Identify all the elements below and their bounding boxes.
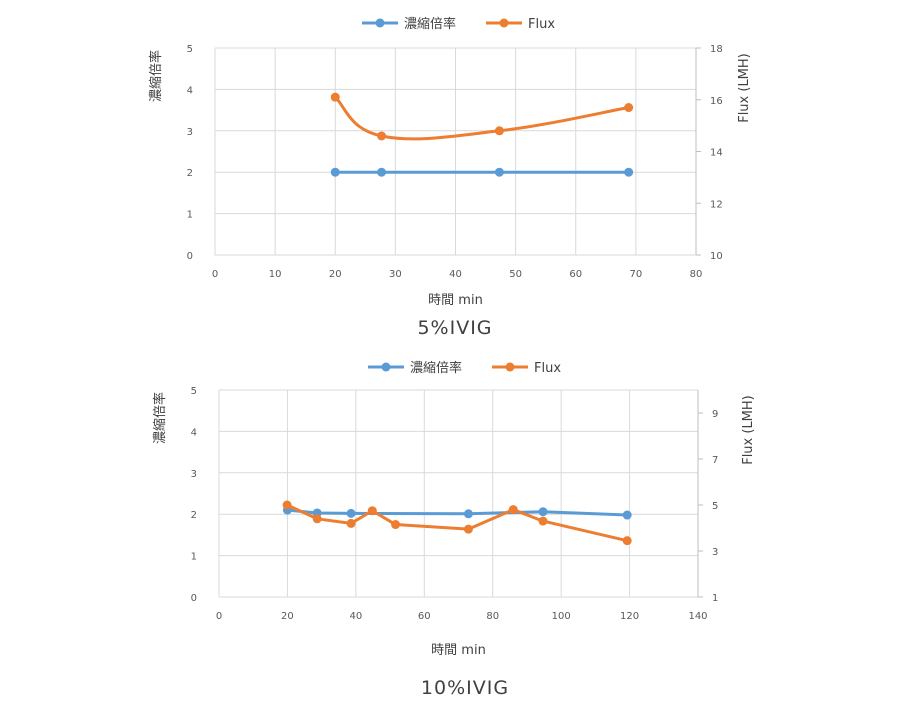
series-line: [285, 503, 629, 543]
y-right-tick-label: 14: [710, 148, 723, 159]
legend-label: Flux: [528, 17, 555, 32]
x-tick-label: 60: [569, 269, 582, 280]
data-point: [538, 516, 548, 526]
data-point: [367, 506, 377, 516]
y-left-tick-label: 4: [187, 85, 193, 96]
legend-marker: [375, 18, 385, 28]
y-right-tick-label: 1: [712, 593, 718, 604]
y-right-tick-label: 7: [712, 455, 718, 466]
x-tick-label: 140: [688, 611, 707, 622]
data-point: [391, 520, 401, 530]
data-point: [377, 167, 387, 177]
data-point: [494, 126, 504, 136]
data-point: [622, 536, 632, 546]
x-tick-label: 30: [389, 269, 402, 280]
x-tick-label: 80: [486, 611, 499, 622]
x-tick-label: 0: [212, 269, 218, 280]
x-tick-label: 80: [690, 269, 703, 280]
legend-label: 濃縮倍率: [410, 360, 462, 376]
y-right-axis-title: Flux (LMH): [737, 53, 752, 123]
data-point: [330, 92, 340, 102]
y-left-tick-label: 3: [191, 469, 197, 480]
y-left-tick-label: 0: [191, 593, 197, 604]
y-left-axis-title: 濃縮倍率: [152, 392, 168, 444]
y-left-tick-label: 2: [191, 510, 197, 521]
data-point: [463, 524, 473, 534]
x-tick-label: 40: [449, 269, 462, 280]
y-right-axis-title: Flux (LMH): [741, 395, 756, 465]
y-left-tick-label: 3: [187, 127, 193, 138]
legend-label: 濃縮倍率: [404, 16, 456, 32]
y-right-tick-label: 5: [712, 501, 718, 512]
series-line: [285, 508, 629, 517]
y-right-tick-label: 18: [710, 44, 723, 55]
y-right-tick-label: 9: [712, 409, 718, 420]
chart-caption: 5%IVIG: [417, 317, 492, 339]
x-tick-label: 100: [552, 611, 571, 622]
y-right-tick-label: 16: [710, 96, 723, 107]
data-point: [377, 131, 387, 141]
y-left-tick-label: 5: [191, 386, 197, 397]
x-tick-label: 20: [329, 269, 342, 280]
data-point: [282, 500, 292, 510]
x-tick-label: 60: [418, 611, 431, 622]
y-left-tick-label: 1: [187, 210, 193, 221]
legend-marker: [499, 18, 509, 28]
x-tick-label: 0: [216, 611, 222, 622]
data-point: [508, 505, 518, 515]
x-tick-label: 50: [509, 269, 522, 280]
x-tick-label: 70: [630, 269, 643, 280]
y-left-tick-label: 1: [191, 552, 197, 563]
y-left-tick-label: 0: [187, 251, 193, 262]
x-tick-label: 20: [281, 611, 294, 622]
data-point: [494, 167, 504, 177]
legend-label: Flux: [534, 361, 561, 376]
series-line: [333, 95, 631, 141]
data-point: [624, 103, 634, 113]
chart-caption: 10%IVIG: [421, 677, 509, 699]
y-left-tick-label: 4: [191, 427, 197, 438]
y-right-tick-label: 3: [712, 547, 718, 558]
x-axis-title: 時間 min: [431, 643, 486, 658]
x-tick-label: 10: [269, 269, 282, 280]
data-point: [346, 508, 356, 518]
data-point: [624, 167, 634, 177]
y-left-tick-label: 5: [187, 44, 193, 55]
x-tick-label: 120: [620, 611, 639, 622]
chart-2: 0 20 40 60 80 100 120 140 0 1 2 3 4 5 1 3 5 7 9 濃縮倍率 Flux 時間 …: [152, 360, 756, 699]
legend-marker: [505, 362, 515, 372]
data-point: [622, 510, 632, 520]
x-axis-title: 時間 min: [428, 293, 483, 308]
data-point: [538, 507, 548, 517]
y-left-tick-label: 2: [187, 168, 193, 179]
x-tick-label: 40: [349, 611, 362, 622]
legend-marker: [381, 362, 391, 372]
data-point: [312, 514, 322, 524]
y-left-axis-title: 濃縮倍率: [148, 50, 164, 102]
y-right-tick-label: 12: [710, 199, 723, 210]
data-point: [463, 509, 473, 519]
data-point: [330, 167, 340, 177]
y-right-tick-label: 10: [710, 251, 723, 262]
data-point: [346, 518, 356, 528]
